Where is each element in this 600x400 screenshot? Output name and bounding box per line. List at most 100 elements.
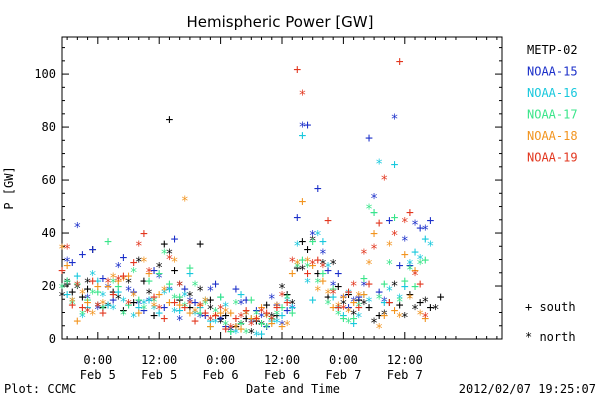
point-noaa-15-north: *: [186, 295, 194, 310]
point-noaa-16-north: *: [365, 295, 373, 310]
point-noaa-19-south: +: [416, 277, 424, 292]
y-tick-label: 100: [34, 67, 56, 81]
point-noaa-18-south: +: [268, 317, 276, 332]
point-noaa-17-north: *: [375, 293, 383, 308]
point-noaa-18-south: +: [278, 319, 286, 334]
point-metp-02-south: +: [68, 285, 76, 300]
point-noaa-18-north: *: [253, 314, 261, 329]
point-noaa-17-north: *: [396, 295, 404, 310]
point-noaa-15-north: *: [217, 314, 225, 329]
point-metp-02-north: *: [206, 303, 214, 318]
x-tick-date-label: Feb 6: [264, 368, 300, 382]
point-noaa-17-south: +: [247, 293, 255, 308]
point-noaa-19-south: +: [242, 303, 250, 318]
point-noaa-17-north: *: [140, 303, 148, 318]
point-noaa-19-north: *: [145, 266, 153, 281]
point-noaa-18-south: +: [370, 227, 378, 242]
point-noaa-16-north: *: [201, 295, 209, 310]
point-noaa-17-south: +: [391, 211, 399, 226]
point-noaa-17-south: +: [227, 325, 235, 340]
point-noaa-18-north: *: [109, 271, 117, 286]
point-metp-02-north: *: [421, 295, 429, 310]
point-noaa-19-north: *: [350, 279, 358, 294]
point-metp-02-north: *: [237, 319, 245, 334]
point-noaa-17-north: *: [365, 203, 373, 218]
point-metp-02-south: +: [150, 309, 158, 324]
point-noaa-19-north: *: [104, 277, 112, 292]
point-metp-02-south: +: [314, 266, 322, 281]
point-noaa-17-south: +: [421, 253, 429, 268]
point-noaa-19-south: +: [314, 253, 322, 268]
point-noaa-15-south: +: [109, 293, 117, 308]
x-tick-time-label: 12:00: [264, 353, 300, 367]
point-noaa-16-south: +: [114, 285, 122, 300]
point-noaa-18-south: +: [125, 269, 133, 284]
point-metp-02-south: +: [437, 290, 445, 305]
point-noaa-19-north: *: [63, 242, 71, 257]
point-noaa-19-north: *: [196, 301, 204, 316]
point-noaa-19-south: +: [68, 298, 76, 313]
point-noaa-15-south: +: [334, 266, 342, 281]
point-noaa-18-north: *: [386, 240, 394, 255]
point-noaa-19-south: +: [58, 264, 66, 279]
point-noaa-17-south: +: [166, 277, 174, 292]
point-noaa-16-south: +: [155, 306, 163, 321]
point-noaa-19-north: *: [360, 248, 368, 263]
point-noaa-15-north: *: [299, 120, 307, 135]
point-noaa-16-north: *: [406, 258, 414, 273]
point-noaa-19-north: *: [166, 253, 174, 268]
point-noaa-19-north: *: [258, 306, 266, 321]
point-metp-02-north: *: [125, 277, 133, 292]
point-metp-02-north: *: [370, 316, 378, 331]
point-noaa-17-north: *: [99, 303, 107, 318]
point-noaa-15-south: +: [375, 285, 383, 300]
y-tick-label: 20: [42, 279, 56, 293]
marker-legend-south: + south: [525, 300, 576, 314]
point-noaa-15-south: +: [283, 303, 291, 318]
point-noaa-15-south: +: [314, 182, 322, 197]
point-noaa-17-south: +: [278, 301, 286, 316]
y-tick-label: 60: [42, 173, 56, 187]
point-noaa-18-south: +: [94, 280, 102, 295]
point-noaa-17-south: +: [84, 293, 92, 308]
point-metp-02-south: +: [196, 237, 204, 252]
point-metp-02-south: +: [345, 287, 353, 302]
point-noaa-15-south: +: [191, 295, 199, 310]
point-metp-02-south: +: [186, 301, 194, 316]
point-noaa-17-south: +: [380, 277, 388, 292]
data-points: ++ ++++++++++++++++++++ +++++++++++ ++++ +++…: [58, 54, 445, 344]
point-metp-02-south: +: [119, 303, 127, 318]
point-noaa-15-north: *: [227, 324, 235, 339]
point-noaa-16-north: *: [140, 298, 148, 313]
point-noaa-19-north: *: [401, 216, 409, 231]
point-noaa-19-north: *: [391, 229, 399, 244]
point-noaa-19-south: +: [212, 309, 220, 324]
point-noaa-17-south: +: [309, 234, 317, 249]
point-metp-02-north: *: [401, 311, 409, 326]
point-noaa-16-north: *: [212, 316, 220, 331]
point-noaa-15-north: *: [319, 248, 327, 263]
point-metp-02-south: +: [84, 282, 92, 297]
point-noaa-19-south: +: [253, 311, 261, 326]
point-metp-02-north: *: [288, 298, 296, 313]
point-noaa-17-south: +: [63, 274, 71, 289]
point-noaa-15-north: *: [237, 298, 245, 313]
x-tick-time-label: 12:00: [387, 353, 423, 367]
point-metp-02-south: +: [222, 309, 230, 324]
point-noaa-15-north: *: [278, 319, 286, 334]
point-noaa-18-north: *: [222, 306, 230, 321]
point-noaa-16-north: *: [242, 309, 250, 324]
point-noaa-18-north: *: [191, 306, 199, 321]
point-noaa-19-south: +: [304, 266, 312, 281]
point-noaa-17-north: *: [119, 309, 127, 324]
point-metp-02-south: +: [283, 287, 291, 302]
point-noaa-18-south: +: [227, 306, 235, 321]
point-noaa-15-north: *: [401, 234, 409, 249]
point-noaa-18-south: +: [104, 280, 112, 295]
point-noaa-15-south: +: [406, 258, 414, 273]
point-noaa-15-north: *: [104, 282, 112, 297]
point-noaa-17-south: +: [155, 266, 163, 281]
point-metp-02-south: +: [299, 234, 307, 249]
point-metp-02-north: *: [135, 256, 143, 271]
point-noaa-17-north: *: [89, 287, 97, 302]
